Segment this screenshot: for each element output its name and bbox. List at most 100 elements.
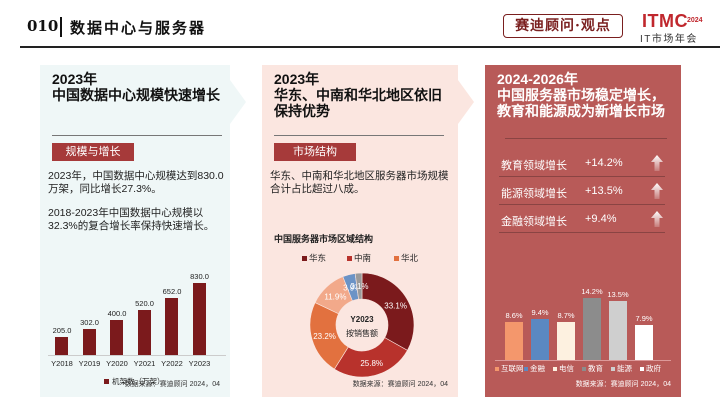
donut-slice [333,337,408,378]
data-source: 数据来源：赛迪顾问 2024，04 [575,381,671,388]
bar [192,283,206,355]
legend-item: 华东 [302,252,326,264]
bar [110,320,123,355]
growth-row: 能源领域增长 +13.5% [499,179,665,205]
legend-item: 华北 [394,252,418,264]
chart-title: 中国服务器市场区域结构 [274,234,374,244]
x-tick-label: Y2018 [51,359,73,368]
growth-label: 教育领域增长 [501,160,567,172]
x-tick-label: Y2021 [133,359,156,368]
divider [52,135,222,136]
data-label: 8.7% [557,310,575,320]
logo-year: 2024 [687,17,703,24]
legend-item: 能源 [611,363,632,374]
x-tick-label: Y2023 [188,359,211,368]
panel-title: 2023年 中国数据中心规模快速增长 [52,71,220,103]
datacenter-bar-chart: 机架数（万架） 205.0 Y2018 302.0 Y2019 400.0 Y2020 52… [40,265,230,387]
sector-growth-bar-chart: 8.6% 互联网 9.4% 金融 8.7% 电信 14.2% 教育 13.5% 能源 7.9% 政府 [485,275,681,375]
slice-label: 11.9% [324,292,346,301]
data-label: 14.2% [581,286,603,296]
brand-badge: 赛迪顾问·观点 [503,14,623,38]
panel-datacenter-scale: 2023年 中国数据中心规模快速增长 规模与增长 2023年，中国数据中心规模达… [40,65,230,397]
arrow-up-icon [651,155,663,171]
data-source: 数据来源：赛迪顾问 2024，04 [352,381,448,388]
legend-swatch [524,367,528,371]
data-label: 8.6% [505,311,523,321]
data-label: 13.5% [607,289,629,299]
legend-item: 教育 [582,363,603,374]
bar [583,297,601,360]
panel-title: 2023年 华东、中南和华北地区依旧 保持优势 [274,71,442,119]
legend-label: 政府 [646,364,661,373]
data-label: 205.0 [52,326,72,336]
legend-swatch [495,367,499,371]
chart-legend: 机架数（万架） [104,376,165,387]
logo-subtitle: IT市场年会 [640,34,698,45]
bar [609,300,627,360]
legend-item: 电信 [553,363,574,374]
panel-forecast: 2024-2026年 中国服务器市场稳定增长， 教育和能源成为新增长市场 教育领… [485,65,681,397]
x-tick-label: Y2022 [161,359,183,368]
legend-swatch [347,256,352,261]
legend-label: 中南 [354,253,372,263]
divider [274,135,444,136]
data-label: 520.0 [135,298,154,308]
legend-swatch [553,367,557,371]
slice-label: 33.1% [384,301,407,310]
header-rule [20,46,720,48]
data-label: 830.0 [190,272,209,281]
slice-label: 25.8% [360,359,383,368]
growth-value: +13.5% [585,185,623,197]
panel-title: 2024-2026年 中国服务器市场稳定增长， 教育和能源成为新增长市场 [497,71,665,119]
legend-swatch [104,379,109,384]
section-number: 010 [27,17,59,35]
arrow-up-icon [651,183,663,199]
data-label: 652.0 [162,287,182,297]
x-tick-label: Y2019 [78,359,101,368]
legend-label: 华东 [309,253,327,263]
x-tick-label: Y2020 [106,359,128,368]
x-axis [495,360,671,361]
legend-label: 华北 [401,253,419,263]
data-label: 302.0 [80,317,99,327]
divider [505,138,667,139]
legend-swatch [302,256,307,261]
section-tag: 规模与增长 [52,143,134,161]
slice-label: 3.9% [343,283,361,292]
bar [635,325,653,360]
growth-row: 金融领域增长 +9.4% [499,207,665,233]
legend-swatch [394,256,399,261]
panel-market-structure: 2023年 华东、中南和华北地区依旧 保持优势 市场结构 华东、中南和华北地区服… [262,65,458,397]
header-divider [60,17,62,37]
arrow-up-icon [651,155,663,171]
paragraph: 2023年，中国数据中心规模达到830.0万架，同比增长27.3%。 [48,170,224,195]
donut-slice [361,272,415,351]
data-label: 9.4% [531,307,549,317]
itmc-logo: ITMC [642,11,688,31]
slice-label: 23.2% [313,332,336,341]
growth-row: 教育领域增长 +14.2% [499,151,665,177]
bar [505,322,523,360]
growth-value: +9.4% [585,213,617,225]
arrow-up-icon [651,211,663,227]
bar [557,321,575,360]
data-source: 数据来源：赛迪顾问 2024，04 [124,381,220,388]
legend-swatch [582,367,586,371]
bar [55,337,68,355]
section-tag: 市场结构 [274,143,356,161]
growth-label: 金融领域增长 [501,216,567,228]
arrow-up-icon [651,211,663,227]
donut-slice [354,272,363,300]
legend-item: 中南 [347,252,371,264]
flow-arrow-icon [230,80,246,124]
growth-label: 能源领域增长 [501,188,567,200]
flow-arrow-icon [458,80,474,124]
bar [165,298,178,355]
growth-value: +14.2% [585,157,623,169]
slice-label: 2.1% [350,282,368,291]
region-donut-chart: 33.1% 25.8% 23.2% 11.9% 3.9% 2.1% Y2023 按销售额 [307,270,417,380]
donut-svg: 33.1% 25.8% 23.2% 11.9%3.9%2.1% [309,272,415,378]
paragraph: 华东、中南和华北地区服务器市场规模合计占比超过八成。 [270,170,449,195]
page-title: 数据中心与服务器 [70,19,207,37]
bar [137,309,151,355]
